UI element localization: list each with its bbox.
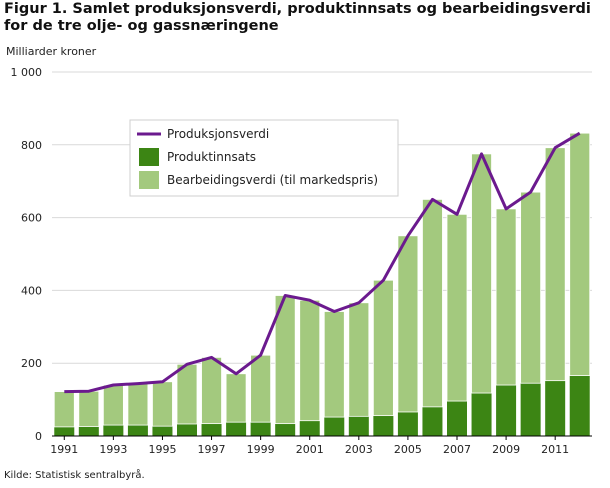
y-tick-label: 600 — [21, 212, 42, 225]
x-tick-label: 1997 — [198, 443, 226, 456]
bar-produktinnsats — [471, 393, 492, 436]
bar-produktinnsats — [422, 406, 443, 436]
bar-produktinnsats — [373, 415, 394, 436]
bar-bearbeidingsverdi — [397, 235, 419, 413]
legend-label-produktinnsats: Produktinnsats — [167, 150, 256, 164]
x-tick-label: 2003 — [345, 443, 373, 456]
bar-bearbeidingsverdi — [250, 354, 272, 423]
x-tick-label: 1995 — [148, 443, 176, 456]
x-tick-label: 2011 — [541, 443, 569, 456]
bar-bearbeidingsverdi — [152, 381, 173, 427]
bar-produktinnsats — [447, 401, 467, 436]
y-axis-unit-label: Milliarder kroner — [6, 45, 97, 58]
chart-title: Figur 1. Samlet produksjonsverdi, produk… — [4, 1, 591, 34]
x-tick-label: 1993 — [99, 443, 127, 456]
legend: Produksjonsverdi Produktinnsats Bearbeid… — [129, 119, 399, 197]
bar-produktinnsats — [54, 426, 75, 436]
bar-bearbeidingsverdi — [225, 373, 247, 423]
y-tick-label: 1 000 — [11, 66, 43, 79]
x-tick-label: 2005 — [394, 443, 422, 456]
x-tick-label: 2007 — [443, 443, 471, 456]
bar-produktinnsats — [78, 426, 99, 436]
bar-produktinnsats — [299, 420, 320, 436]
bar-produktinnsats — [275, 423, 296, 436]
bar-produktinnsats — [520, 383, 541, 436]
y-tick-label: 200 — [21, 357, 42, 370]
bar-bearbeidingsverdi — [422, 198, 443, 408]
x-tick-label: 1999 — [247, 443, 275, 456]
y-tick-label: 800 — [21, 139, 42, 152]
bar-bearbeidingsverdi — [495, 208, 517, 386]
bar-produktinnsats — [348, 416, 369, 436]
source-note: Kilde: Statistisk sentralbyrå. — [4, 470, 145, 481]
y-tick-label: 400 — [21, 284, 42, 297]
bar-produktinnsats — [226, 422, 247, 436]
chart-svg: 0 200 400 600 800 1 000 1991 1993 1995 1997 1999 20… — [11, 66, 592, 456]
x-tick-label: 1991 — [50, 443, 78, 456]
bar-produktinnsats — [152, 426, 173, 436]
bar-bearbeidingsverdi — [176, 363, 198, 425]
bar-bearbeidingsverdi — [78, 390, 100, 427]
production-value-line — [64, 131, 581, 394]
bar-bearbeidingsverdi — [569, 132, 591, 376]
bar-bearbeidingsverdi — [102, 384, 124, 426]
bars — [53, 132, 591, 436]
bar-produktinnsats — [177, 423, 197, 436]
bar-produktinnsats — [250, 422, 271, 436]
y-tick-label: 0 — [35, 430, 42, 443]
legend-box — [129, 119, 399, 197]
bar-bearbeidingsverdi — [471, 153, 492, 394]
bar-bearbeidingsverdi — [299, 299, 321, 422]
line-produksjonsverdi — [64, 131, 581, 394]
bar-bearbeidingsverdi — [323, 311, 345, 418]
bar-produktinnsats — [324, 417, 345, 436]
bar-produktinnsats — [569, 375, 590, 436]
bar-bearbeidingsverdi — [446, 213, 468, 402]
bar-produktinnsats — [397, 411, 418, 436]
bar-bearbeidingsverdi — [127, 383, 149, 426]
x-tick-label: 2009 — [492, 443, 520, 456]
bar-produktinnsats — [545, 380, 566, 436]
legend-label-produksjonsverdi: Produksjonsverdi — [167, 127, 269, 141]
legend-label-bearbeidingsverdi: Bearbeidingsverdi (til markedspris) — [167, 173, 378, 187]
bar-produktinnsats — [496, 385, 517, 436]
legend-swatch-produktinnsats — [139, 148, 159, 166]
bar-bearbeidingsverdi — [201, 356, 222, 425]
bar-bearbeidingsverdi — [348, 302, 370, 417]
bar-bearbeidingsverdi — [53, 391, 75, 428]
axes: 0 200 400 600 800 1 000 1991 1993 1995 1997 1999 20… — [11, 66, 592, 456]
x-tick-label: 2001 — [296, 443, 324, 456]
bar-bearbeidingsverdi — [544, 147, 566, 382]
bar-bearbeidingsverdi — [520, 191, 542, 384]
bar-produktinnsats — [103, 425, 124, 436]
bar-produktinnsats — [201, 423, 222, 436]
legend-swatch-bearbeidingsverdi — [139, 171, 159, 189]
bar-produktinnsats — [127, 425, 148, 436]
bar-bearbeidingsverdi — [372, 279, 394, 417]
